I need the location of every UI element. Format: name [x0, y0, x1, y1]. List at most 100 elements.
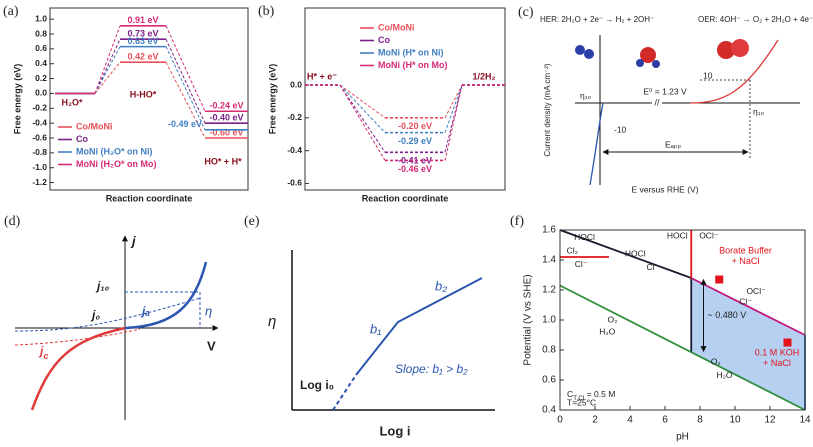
connector: [339, 84, 386, 133]
molecule: [640, 47, 656, 63]
oer-equation: OER: 4OH⁻ → O₂ + 2H₂O + 4e⁻: [698, 15, 813, 24]
x-axis-label: E versus RHE (V): [631, 184, 698, 194]
state-label: 1/2H₂: [472, 71, 495, 81]
connector: [444, 84, 463, 119]
connector: [339, 84, 386, 161]
y-tick-label: 0.6: [35, 43, 47, 53]
value-label: -0.40 eV: [209, 113, 243, 123]
eta-label: η: [205, 303, 212, 318]
species-label: Cl⁻: [646, 262, 659, 272]
panel-e: (e) η Log i Log i₀ b₁ b₂ Slope: b₁ > b₂: [244, 214, 495, 438]
molecule: [652, 60, 660, 68]
y-tick-label: 0.2: [35, 73, 47, 83]
connector: [444, 84, 463, 161]
y-tick-label: 1.0: [35, 13, 47, 23]
y-tick-label: -0.2: [32, 103, 47, 113]
concentration-tail: = 0.5 M: [584, 389, 615, 399]
molecule: [717, 41, 735, 59]
connector: [339, 84, 386, 119]
b2-label: b₂: [435, 278, 447, 293]
molecule: [575, 45, 585, 55]
x-tick-label: 4: [627, 415, 633, 426]
species-label: O₂: [608, 314, 618, 324]
concentration-main: C: [567, 389, 573, 399]
eapp-label: Eₐₚₚ: [665, 139, 681, 149]
value-label: 0.63 eV: [127, 36, 158, 46]
eta-her: η₁₀: [580, 90, 592, 100]
connector: [444, 84, 463, 133]
value-label: -0.24 eV: [209, 101, 243, 111]
legend-label: Co: [76, 134, 88, 144]
plot-frame: [49, 7, 249, 191]
temperature-label: T=25°C: [567, 398, 596, 408]
panel-d: (d) j V j₁₀ j₀ jₐ η jc: [4, 214, 219, 420]
tafel-line: [355, 277, 483, 376]
y-tick-label: -1.0: [32, 162, 47, 172]
oer-curve: [689, 39, 779, 104]
value-label: -0.29 eV: [398, 136, 432, 146]
cathodic-tafel: [14, 328, 141, 346]
y-tick-label: -0.2: [287, 112, 302, 122]
connector: [339, 84, 386, 153]
x-axis-label: Reaction coordinate: [106, 193, 193, 203]
legend-label: MoNi (H* on Mo): [378, 60, 447, 70]
her-curve: [589, 102, 604, 186]
connector: [94, 61, 121, 94]
concentration-sub: T,Cl: [573, 395, 585, 402]
state-label: H-HO*: [130, 89, 157, 99]
y-tick-label: -0.4: [32, 117, 47, 127]
exchange-label: Log i₀: [300, 378, 334, 392]
her-equation: HER: 2H₂O + 2e⁻ → H₂ + 2OH⁻: [540, 15, 654, 24]
plot-frame: [304, 7, 506, 191]
species-label: Cl⁻: [575, 259, 588, 269]
panel-label: (d): [4, 214, 21, 229]
species-label: Cl⁻: [739, 296, 752, 306]
y-tick-label: 0.0: [35, 88, 47, 98]
y-tick-label: 0.8: [35, 28, 47, 38]
e0-label: E⁰ = 1.23 V: [643, 86, 687, 96]
legend-label: MoNi (H₂O* on Mo): [76, 159, 156, 169]
x-axis-label: pH: [676, 432, 689, 443]
value-label: 0.73 eV: [127, 29, 158, 39]
panel-label: (e): [244, 214, 260, 229]
jc-main: j: [38, 344, 44, 358]
value-label: 0.42 eV: [127, 52, 158, 62]
j0-label: j₀: [90, 308, 100, 322]
y-tick-label: -1.2: [32, 177, 47, 187]
value-label: -0.20 eV: [398, 121, 432, 131]
x-tick-label: 0: [557, 415, 563, 426]
x-axis-label: V: [207, 338, 216, 353]
species-label: HOCl: [574, 232, 595, 242]
species-label: H₂O: [599, 326, 615, 336]
anodic-tafel: [14, 297, 201, 332]
extrapolation: [332, 374, 357, 411]
boundary-line: [559, 284, 806, 411]
panel-c: (c) HER: 2H₂O + 2e⁻ → H₂ + 2OH⁻ OER: 4OH…: [518, 5, 813, 194]
species-label: H₂O: [716, 370, 732, 380]
panel-label: (f): [510, 214, 524, 229]
boundary-line: [690, 277, 806, 336]
panel-label: (a): [3, 4, 19, 19]
jc-label: jc: [38, 344, 48, 361]
value-label: -0.60 eV: [209, 127, 243, 137]
legend-label: Co: [378, 35, 390, 45]
y-tick-label: 0.6: [542, 375, 556, 386]
y-axis-label: η: [268, 313, 276, 330]
molecule: [731, 39, 749, 57]
species-label: O₂: [711, 356, 721, 366]
electrolyte-point: [715, 275, 724, 284]
y-tick-label: 0.8: [542, 345, 556, 356]
molecule: [584, 49, 594, 59]
connector: [165, 46, 206, 131]
connector: [165, 25, 206, 112]
b1-label: b₁: [370, 321, 381, 336]
x-axis-label: Log i: [379, 423, 410, 438]
concentration-label: CT,Cl = 0.5 M: [567, 389, 615, 402]
x-tick-label: 14: [799, 415, 811, 426]
species-label: OCl⁻: [746, 286, 766, 296]
species-label: HOCl: [667, 230, 688, 240]
value-label: -0.46 eV: [398, 164, 432, 174]
y-tick-label: 0.0: [290, 79, 302, 89]
panel-label: (c): [518, 5, 534, 20]
